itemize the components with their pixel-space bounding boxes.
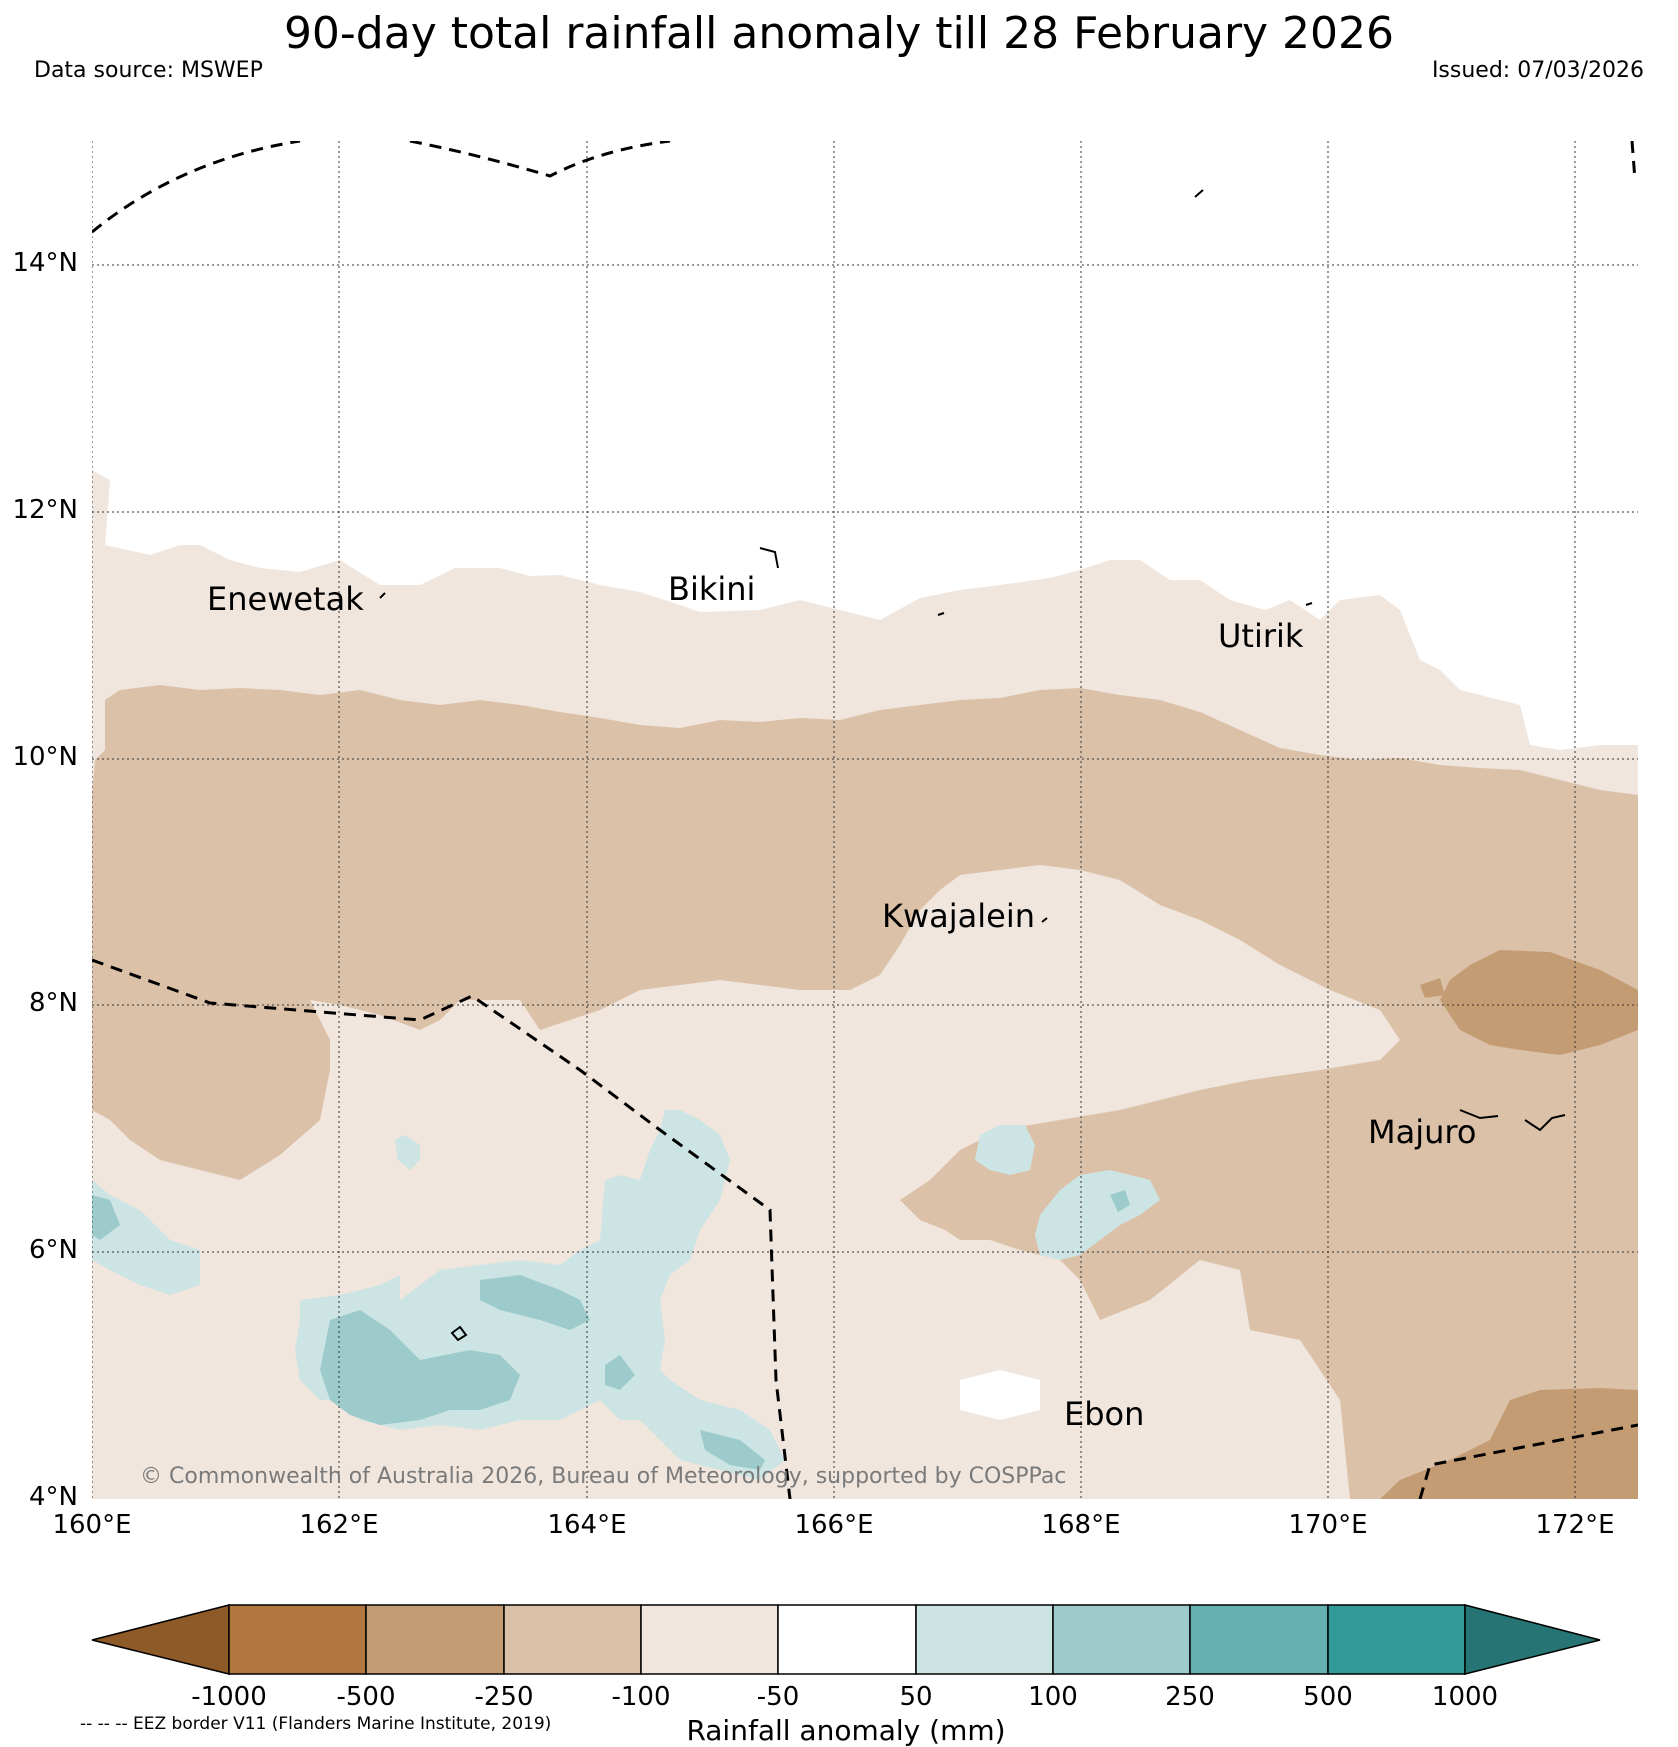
place-utirik: Utirik: [1218, 617, 1304, 655]
anomaly-region-light-wet-d: [395, 1135, 420, 1170]
lon-label-162e: 162°E: [299, 1510, 379, 1540]
colorbar-tick: 50: [899, 1682, 933, 1712]
colorbar-bin-2: [365, 1604, 505, 1675]
anomaly-region-moderate-wet-c: [92, 1195, 120, 1240]
anomaly-region-light-wet-c: [1035, 1170, 1160, 1260]
colorbar: [91, 1604, 1601, 1675]
colorbar-bin-7: [1052, 1604, 1191, 1675]
anomaly-region-moderate-wet-e: [605, 1355, 635, 1390]
eez-borders: [92, 141, 1638, 1499]
colorbar-tick: -250: [474, 1682, 534, 1712]
colorbar-tick: -500: [336, 1682, 396, 1712]
place-bikini: Bikini: [668, 570, 756, 608]
colorbar-tick: 250: [1165, 1682, 1215, 1712]
anomaly-region-moderate-wet-f: [1110, 1190, 1130, 1212]
place-enewetak: Enewetak: [207, 580, 364, 618]
colorbar-tick: -100: [611, 1682, 671, 1712]
colorbar-extend-min: [91, 1604, 230, 1675]
anomaly-region-moderate-wet: [320, 1310, 520, 1425]
colorbar-tick: -50: [756, 1682, 800, 1712]
graticule: [92, 141, 1638, 1499]
place-ebon: Ebon: [1064, 1395, 1145, 1433]
lon-label-170e: 170°E: [1288, 1510, 1368, 1540]
lat-label-14n: 14°N: [12, 248, 78, 278]
anomaly-region-moderate-wet-d: [700, 1430, 765, 1470]
place-kwajalein: Kwajalein: [882, 897, 1036, 935]
map-title: 90-day total rainfall anomaly till 28 Fe…: [283, 8, 1395, 59]
anomaly-region-light-wet-b: [975, 1125, 1035, 1175]
atolls: [379, 189, 1566, 1342]
anomaly-region-moderate-wet-b: [480, 1275, 590, 1330]
anomaly-region-light-wet: [92, 1110, 785, 1480]
colorbar-bin-6: [915, 1604, 1054, 1675]
anomaly-region-strong-dry-south: [1380, 1388, 1638, 1499]
data-source: Data source: MSWEP: [34, 58, 263, 83]
lon-label-166e: 166°E: [794, 1510, 874, 1540]
colorbar-bin-4: [640, 1604, 779, 1675]
copyright-notice: © Commonwealth of Australia 2026, Bureau…: [140, 1464, 1067, 1489]
anomaly-region-moderate-dry: [92, 685, 1638, 1499]
colorbar-tick: -1000: [191, 1682, 267, 1712]
colorbar-tick: 1000: [1431, 1682, 1499, 1712]
colorbar-bin-9: [1327, 1604, 1466, 1675]
colorbar-extend-max: [1464, 1604, 1601, 1675]
colorbar-bin-3: [503, 1604, 642, 1675]
lat-label-10n: 10°N: [12, 742, 78, 772]
colorbar-tick: 100: [1028, 1682, 1078, 1712]
colorbar-tick: 500: [1303, 1682, 1353, 1712]
lat-label-6n: 6°N: [29, 1235, 78, 1265]
issued-date: Issued: 07/03/2026: [1431, 58, 1644, 83]
rainfall-anomaly-field: [92, 141, 1638, 1499]
lon-label-164e: 164°E: [547, 1510, 627, 1540]
lat-label-12n: 12°N: [12, 495, 78, 525]
lon-label-168e: 168°E: [1041, 1510, 1121, 1540]
anomaly-region-strong-dry-dot: [1420, 978, 1445, 998]
colorbar-bin-8: [1189, 1604, 1329, 1675]
anomaly-region-neutral-south: [960, 1370, 1040, 1420]
lon-label-172e: 172°E: [1535, 1510, 1615, 1540]
colorbar-bin-5: [777, 1604, 917, 1675]
anomaly-region-strong-dry-east: [1440, 950, 1638, 1055]
colorbar-title: Rainfall anomaly (mm): [686, 1714, 1006, 1747]
colorbar-bin-1: [228, 1604, 367, 1675]
place-majuro: Majuro: [1368, 1113, 1477, 1151]
eez-note: -- -- -- EEZ border V11 (Flanders Marine…: [80, 1714, 552, 1734]
lon-label-160e: 160°E: [52, 1510, 132, 1540]
lat-label-4n: 4°N: [29, 1482, 78, 1512]
lat-label-8n: 8°N: [29, 988, 78, 1018]
